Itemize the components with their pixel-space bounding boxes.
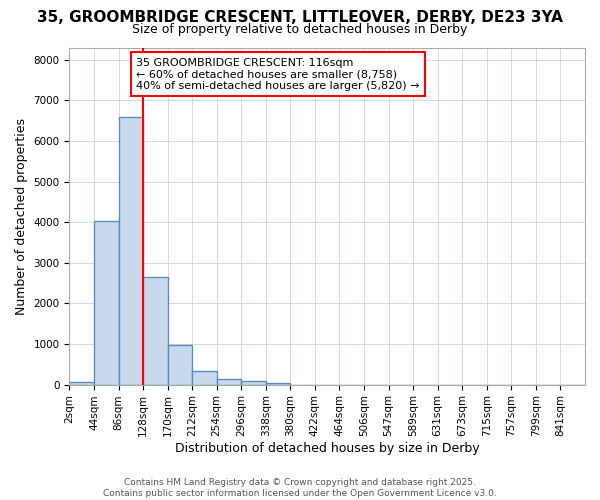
Bar bbox=[119, 118, 143, 384]
X-axis label: Distribution of detached houses by size in Derby: Distribution of detached houses by size … bbox=[175, 442, 479, 455]
Bar bbox=[167, 345, 192, 385]
Text: 35, GROOMBRIDGE CRESCENT, LITTLEOVER, DERBY, DE23 3YA: 35, GROOMBRIDGE CRESCENT, LITTLEOVER, DE… bbox=[37, 10, 563, 25]
Bar bbox=[192, 371, 217, 384]
Bar bbox=[241, 382, 266, 384]
Bar bbox=[94, 222, 119, 384]
Text: 35 GROOMBRIDGE CRESCENT: 116sqm
← 60% of detached houses are smaller (8,758)
40%: 35 GROOMBRIDGE CRESCENT: 116sqm ← 60% of… bbox=[136, 58, 420, 91]
Y-axis label: Number of detached properties: Number of detached properties bbox=[15, 118, 28, 314]
Text: Contains HM Land Registry data © Crown copyright and database right 2025.
Contai: Contains HM Land Registry data © Crown c… bbox=[103, 478, 497, 498]
Bar bbox=[70, 382, 94, 384]
Bar bbox=[217, 380, 241, 384]
Bar bbox=[143, 277, 167, 384]
Text: Size of property relative to detached houses in Derby: Size of property relative to detached ho… bbox=[133, 22, 467, 36]
Bar bbox=[266, 382, 290, 384]
